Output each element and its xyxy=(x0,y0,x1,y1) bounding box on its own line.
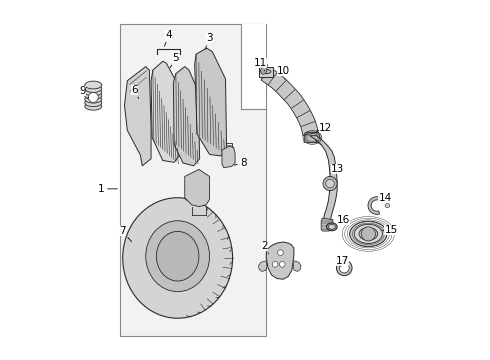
Polygon shape xyxy=(258,261,267,271)
Text: 9: 9 xyxy=(79,86,88,98)
Ellipse shape xyxy=(261,69,271,74)
Text: 1: 1 xyxy=(98,184,118,194)
Ellipse shape xyxy=(85,85,102,93)
Ellipse shape xyxy=(85,95,102,103)
Ellipse shape xyxy=(85,92,102,100)
Ellipse shape xyxy=(156,231,199,281)
Text: 13: 13 xyxy=(331,165,344,174)
Text: 8: 8 xyxy=(234,158,246,168)
Bar xyxy=(259,67,272,77)
Ellipse shape xyxy=(350,221,387,247)
Text: 14: 14 xyxy=(378,193,392,203)
Text: 15: 15 xyxy=(383,225,398,235)
Circle shape xyxy=(278,250,283,256)
Ellipse shape xyxy=(354,224,382,243)
Circle shape xyxy=(279,261,285,267)
Text: 4: 4 xyxy=(165,30,172,46)
Polygon shape xyxy=(173,67,199,166)
Bar xyxy=(263,64,267,67)
Polygon shape xyxy=(124,67,151,166)
Polygon shape xyxy=(261,67,318,136)
Text: 3: 3 xyxy=(205,33,213,49)
Polygon shape xyxy=(195,48,226,156)
Text: 16: 16 xyxy=(337,215,350,225)
Ellipse shape xyxy=(85,102,102,110)
Circle shape xyxy=(339,263,349,273)
Polygon shape xyxy=(151,61,179,162)
Circle shape xyxy=(361,227,375,241)
Text: 2: 2 xyxy=(261,240,269,254)
Ellipse shape xyxy=(85,81,102,89)
Polygon shape xyxy=(260,66,267,75)
Ellipse shape xyxy=(85,88,102,96)
Polygon shape xyxy=(266,242,294,279)
Text: 7: 7 xyxy=(120,226,131,242)
Polygon shape xyxy=(293,261,301,271)
Circle shape xyxy=(337,260,352,276)
Text: 5: 5 xyxy=(170,53,179,68)
Text: 11: 11 xyxy=(254,58,267,71)
Text: 6: 6 xyxy=(131,85,139,99)
Polygon shape xyxy=(368,197,380,214)
Ellipse shape xyxy=(122,198,233,318)
Polygon shape xyxy=(321,218,333,231)
Text: 12: 12 xyxy=(317,122,332,132)
Circle shape xyxy=(385,203,390,208)
Circle shape xyxy=(323,176,337,191)
Text: 17: 17 xyxy=(336,256,349,267)
Polygon shape xyxy=(304,132,321,143)
Circle shape xyxy=(272,261,278,267)
Circle shape xyxy=(88,93,98,102)
Ellipse shape xyxy=(328,224,335,229)
Polygon shape xyxy=(120,24,266,336)
Polygon shape xyxy=(242,24,266,109)
Ellipse shape xyxy=(146,221,210,292)
Ellipse shape xyxy=(359,228,378,240)
Circle shape xyxy=(326,179,334,188)
Text: 10: 10 xyxy=(277,66,290,79)
Polygon shape xyxy=(310,136,337,223)
Polygon shape xyxy=(185,169,210,207)
Ellipse shape xyxy=(326,223,337,231)
Ellipse shape xyxy=(85,99,102,107)
Polygon shape xyxy=(222,146,235,168)
